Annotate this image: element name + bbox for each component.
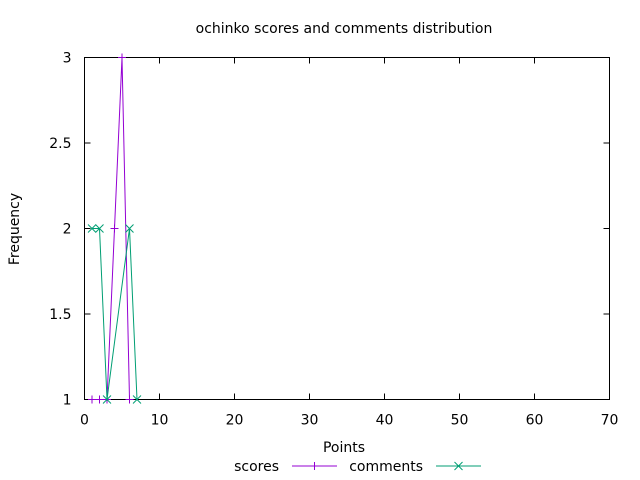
data-point <box>454 461 463 471</box>
legend-label: comments <box>349 459 423 475</box>
data-point <box>95 224 104 233</box>
x-tick-label: 0 <box>80 413 89 429</box>
series-scores <box>88 53 134 404</box>
y-tick-label: 3 <box>63 51 72 67</box>
x-tick-label: 40 <box>376 413 394 429</box>
series-layer <box>87 53 142 404</box>
x-tick-label: 50 <box>451 413 469 429</box>
data-point <box>125 224 134 233</box>
y-tick-label: 2.5 <box>49 136 71 152</box>
x-tick-label: 30 <box>301 413 319 429</box>
x-tick-label: 60 <box>526 413 544 429</box>
legend-item-scores: scores <box>234 459 337 475</box>
data-point <box>125 395 134 404</box>
chart-title: ochinko scores and comments distribution <box>196 21 493 37</box>
data-point <box>102 395 112 404</box>
y-axis-label: Frequency <box>7 193 23 265</box>
x-axis: 0 10 20 30 40 50 60 70 <box>80 57 619 429</box>
data-point <box>95 395 104 404</box>
y-tick-label: 1.5 <box>49 307 71 323</box>
legend-label: scores <box>234 459 279 475</box>
x-tick-label: 70 <box>601 413 619 429</box>
series-line <box>92 228 138 400</box>
plot-area-frame <box>84 57 610 400</box>
legend: scores comments <box>234 459 481 475</box>
y-tick-label: 1 <box>63 393 72 409</box>
data-point <box>132 395 142 404</box>
y-tick-label: 2 <box>63 222 72 238</box>
x-tick-label: 20 <box>226 413 244 429</box>
series-comments <box>87 224 142 404</box>
legend-item-comments: comments <box>349 459 481 475</box>
data-point <box>87 224 97 233</box>
data-point <box>118 53 126 62</box>
x-tick-label: 10 <box>151 413 169 429</box>
data-point <box>88 395 96 404</box>
x-axis-label: Points <box>323 440 365 456</box>
data-point <box>310 462 319 470</box>
y-axis: 1 1.5 2 2.5 3 <box>49 51 610 409</box>
data-point <box>110 224 119 233</box>
